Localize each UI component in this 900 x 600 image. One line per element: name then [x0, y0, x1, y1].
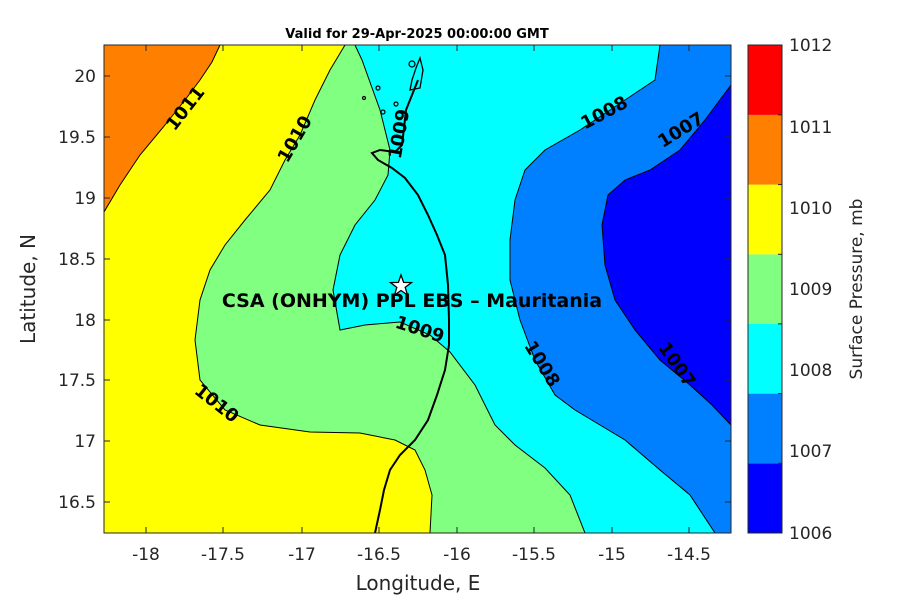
y-tick-label: 18.5: [58, 250, 96, 270]
colorbar: 1012 1011 1010 1009 1008 1007 1006 Surfa…: [747, 36, 867, 544]
figure-title: Valid for 29-Apr-2025 00:00:00 GMT: [285, 27, 549, 42]
x-axis: -18 -17.5 -17 -16.5 -16 -15.5 -15 -14.5 …: [132, 45, 711, 595]
colorbar-tick-label: 1011: [789, 118, 832, 138]
colorbar-segment-1010-1011: [748, 184, 782, 255]
x-tick-label: -16.5: [357, 545, 401, 565]
colorbar-segment-1012: [748, 45, 782, 115]
colorbar-tick-label: 1008: [789, 361, 832, 381]
coastline-islands: [409, 55, 424, 91]
plot-frame: [103, 44, 732, 534]
y-tick-label: 19: [74, 189, 96, 209]
x-tick-label: -14.5: [667, 545, 711, 565]
y-tick-label: 20: [74, 67, 96, 87]
colorbar-segment-1009-1010: [748, 254, 782, 324]
station-label: CSA (ONHYM) PPL EBS – Mauritania: [222, 290, 602, 312]
band-1010-1011: [104, 45, 433, 533]
y-axis-label: Latitude, N: [16, 234, 40, 344]
colorbar-segment-1011-1012: [748, 114, 782, 185]
y-tick-label: 16.5: [58, 493, 96, 513]
pressure-field: [104, 45, 731, 533]
colorbar-tick-label: 1006: [789, 524, 832, 544]
colorbar-tick-label: 1009: [789, 280, 832, 300]
colorbar-segment-1007-1008: [748, 393, 782, 464]
colorbar-segment-1006-1007: [748, 463, 782, 533]
colorbar-segment-1008-1009: [748, 323, 782, 394]
y-tick-label: 19.5: [58, 128, 96, 148]
x-tick-label: -15.5: [512, 545, 556, 565]
y-axis: 20 19.5 19 18.5 18 17.5 17 16.5 Latitude…: [16, 67, 731, 513]
coastline: [370, 79, 450, 533]
colorbar-tick-label: 1007: [789, 442, 832, 462]
x-tick-label: -15: [598, 545, 626, 565]
y-tick-label: 17: [74, 432, 96, 452]
x-tick-label: -16: [443, 545, 471, 565]
station-marker: CSA (ONHYM) PPL EBS – Mauritania: [222, 273, 602, 312]
colorbar-tick-label: 1010: [789, 199, 832, 219]
x-tick-label: -18: [132, 545, 160, 565]
colorbar-axis-label: Surface Pressure, mb: [847, 199, 867, 380]
colorbar-tick-label: 1012: [789, 36, 832, 56]
band-1006-1007: [601, 84, 731, 426]
y-tick-label: 17.5: [58, 371, 96, 391]
y-tick-label: 18: [74, 311, 96, 331]
x-axis-label: Longitude, E: [356, 571, 481, 595]
x-tick-label: -17: [288, 545, 316, 565]
star-icon: [388, 273, 414, 297]
x-tick-label: -17.5: [201, 545, 245, 565]
band-1011-1012: [104, 45, 221, 213]
